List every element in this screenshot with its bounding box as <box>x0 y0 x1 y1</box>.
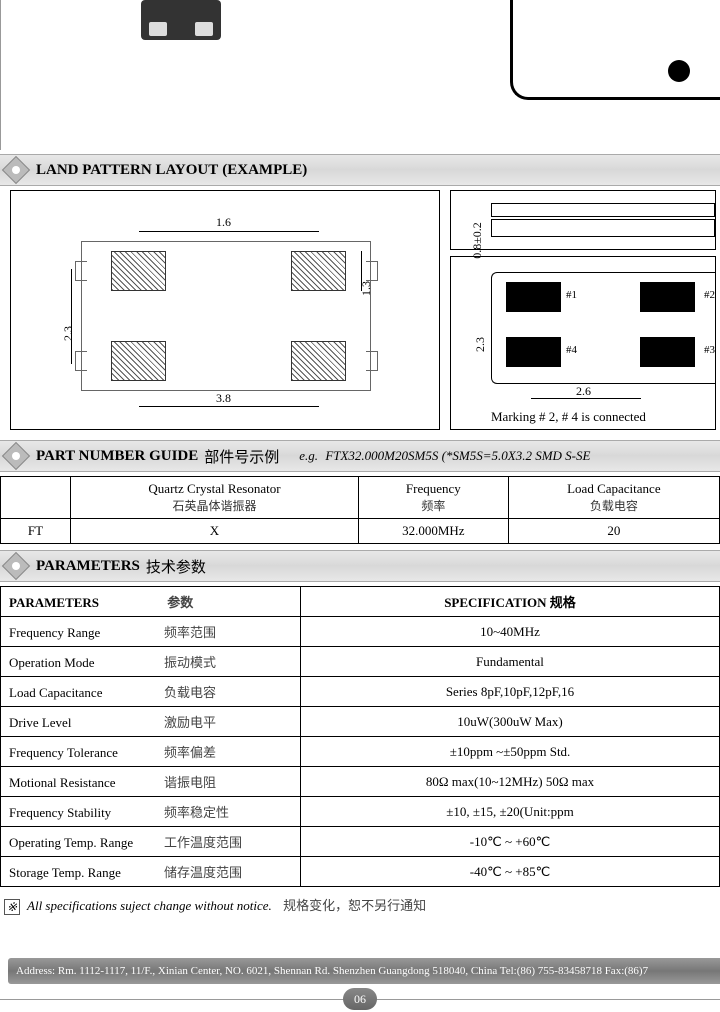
pn-h0-en: Quartz Crystal Resonator <box>148 481 280 496</box>
pn-h1-cn: 频率 <box>365 497 502 514</box>
side-view-diagram: 0.8±0.2 <box>450 190 716 250</box>
pad-tl <box>111 251 166 291</box>
params-title: PARAMETERS <box>36 558 140 575</box>
pn-h0-cn: 石英晶体谐振器 <box>77 497 352 514</box>
pn-c3: 20 <box>508 519 719 544</box>
side-dim: 0.8±0.2 <box>470 222 485 259</box>
diamond-icon <box>2 552 30 580</box>
pad-br <box>291 341 346 381</box>
pin1-dot <box>668 60 690 82</box>
pn-c0: FT <box>1 519 71 544</box>
part-number-table: Quartz Crystal Resonator 石英晶体谐振器 Frequen… <box>0 476 720 544</box>
dim-right: 1.3 <box>359 281 374 296</box>
pin1-label: #1 <box>566 289 577 301</box>
pn-h2-en: Load Capacitance <box>567 481 660 496</box>
right-diagram-column: 0.8±0.2 #1 #2 #4 #3 2.3 2.6 Marking # 2,… <box>450 190 716 430</box>
dim-left: 2.3 <box>61 326 76 341</box>
top-preview-area: 3.2±0. <box>0 0 720 150</box>
bottom-dim-v: 2.3 <box>473 337 488 352</box>
land-pattern-heading: LAND PATTERN LAYOUT (EXAMPLE) <box>0 154 720 186</box>
note-en: All specifications suject change without… <box>27 898 272 913</box>
pin3-label: #3 <box>704 344 715 356</box>
blackpad-1 <box>506 282 561 312</box>
footer-address: Address: Rm. 1112-1117, 11/F., Xinian Ce… <box>8 958 720 984</box>
pad-tr <box>291 251 346 291</box>
pn-c1: X <box>71 519 359 544</box>
dim-bottom: 3.8 <box>216 391 231 406</box>
dim-top: 1.6 <box>216 215 231 230</box>
bottom-view-diagram: #1 #2 #4 #3 2.3 2.6 Marking # 2, # 4 is … <box>450 256 716 430</box>
pn-title: PART NUMBER GUIDE <box>36 448 198 465</box>
params-h-en: PARAMETERS <box>9 595 164 611</box>
bottom-dim-h: 2.6 <box>576 384 591 399</box>
parameters-heading: PARAMETERS 技术参数 <box>0 550 720 582</box>
params-header-row: PARAMETERS 参数 SPECIFICATION 规格 <box>1 587 720 617</box>
part-number-heading: PART NUMBER GUIDE 部件号示例 e.g. FTX32.000M2… <box>0 440 720 472</box>
pn-header-row: Quartz Crystal Resonator 石英晶体谐振器 Frequen… <box>1 477 720 519</box>
diamond-icon <box>2 156 30 184</box>
params-h-cn: 参数 <box>167 595 193 610</box>
marking-note: Marking # 2, # 4 is connected <box>491 409 646 425</box>
pn-data-row: FT X 32.000MHz 20 <box>1 519 720 544</box>
blackpad-3 <box>640 337 695 367</box>
pad-bl <box>111 341 166 381</box>
pn-eg: FTX32.000M20SM5S (*SM5S=5.0X3.2 SMD S-SE <box>325 448 590 463</box>
parameters-table: PARAMETERS 参数 SPECIFICATION 规格 Frequency… <box>0 586 720 887</box>
pin4-label: #4 <box>566 344 577 356</box>
note-symbol: ※ <box>4 899 20 915</box>
pn-title-cn: 部件号示例 <box>204 446 279 467</box>
land-pattern-suffix: (EXAMPLE) <box>222 162 307 179</box>
pn-h2-cn: 负载电容 <box>515 497 713 514</box>
params-h-spec: SPECIFICATION 规格 <box>301 587 720 617</box>
pn-h1-en: Frequency <box>406 481 461 496</box>
pn-c2: 32.000MHz <box>358 519 508 544</box>
land-pattern-diagram: 1.6 1.3 2.3 3.8 <box>10 190 440 430</box>
pin2-label: #2 <box>704 289 715 301</box>
land-pattern-title: LAND PATTERN LAYOUT <box>36 162 218 179</box>
land-pattern-row: 1.6 1.3 2.3 3.8 0.8±0.2 #1 #2 #4 #3 2.3 … <box>0 190 720 436</box>
component-photo <box>141 0 221 40</box>
footer-text: Address: Rm. 1112-1117, 11/F., Xinian Ce… <box>16 965 648 977</box>
page-number: 06 <box>343 988 377 1010</box>
pn-eg-prefix: e.g. <box>299 448 318 463</box>
spec-note: ※ All specifications suject change witho… <box>4 895 716 915</box>
blackpad-2 <box>640 282 695 312</box>
blackpad-4 <box>506 337 561 367</box>
note-cn: 规格变化，恕不另行通知 <box>283 898 426 913</box>
diamond-icon <box>2 442 30 470</box>
outline-drawing <box>510 0 720 100</box>
params-title-cn: 技术参数 <box>146 556 206 577</box>
